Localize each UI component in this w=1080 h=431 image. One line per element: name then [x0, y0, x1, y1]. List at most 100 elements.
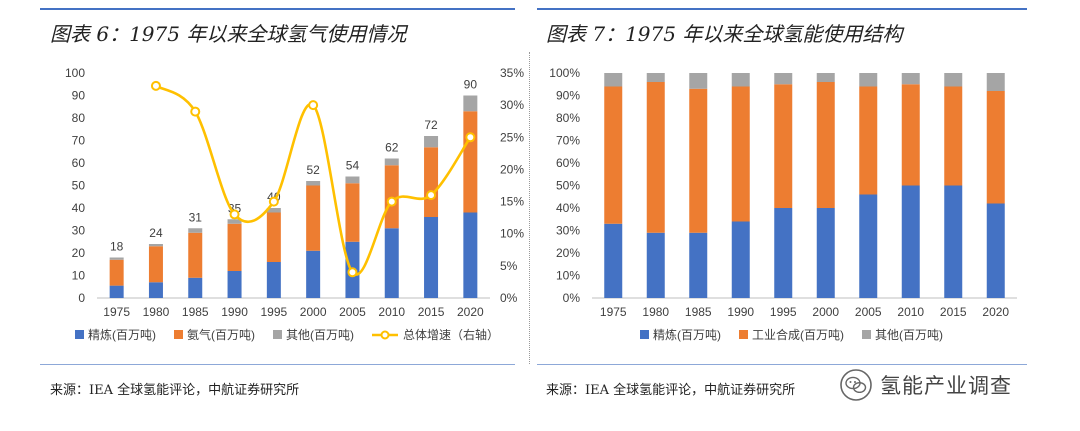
left-bar-segment: [109, 259, 124, 286]
left-y-tick-label: 20: [72, 246, 86, 260]
right-bar-segment: [859, 73, 878, 87]
left-y-tick-label: 70: [72, 134, 86, 148]
right-bar-segment: [604, 86, 623, 224]
left-legend-swatch: [273, 330, 282, 339]
left-bar-segment: [148, 244, 163, 247]
left-y2-tick-label: 0%: [500, 291, 518, 305]
right-legend-swatch: [640, 330, 649, 339]
right-y-tick-label: 80%: [556, 111, 580, 125]
right-y-tick-label: 0%: [563, 291, 581, 305]
left-y-tick-label: 80: [72, 111, 86, 125]
left-bar-segment: [188, 228, 203, 233]
left-source-note: 来源：IEA 全球氢能评论，中航证券研究所: [50, 383, 300, 398]
left-total-label: 72: [424, 118, 438, 132]
left-total-label: 54: [346, 159, 360, 173]
right-bar-segment: [859, 86, 878, 195]
right-source-note: 来源：IEA 全球氢能评论，中航证券研究所: [546, 383, 796, 398]
right-figure-title: 图表 7：1975 年以来全球氢能使用结构: [546, 22, 903, 46]
left-bar-segment: [345, 176, 360, 184]
left-bar-segment: [266, 208, 281, 213]
left-bar-segment: [109, 285, 124, 298]
left-y-tick-label: 10: [72, 269, 86, 283]
right-bar-segment: [689, 232, 708, 298]
wechat-watermark: 氢能产业调查: [840, 366, 1070, 404]
right-bar-segment: [986, 73, 1005, 91]
right-bar-segment: [944, 86, 963, 186]
left-growth-point: [229, 209, 240, 220]
right-x-tick-label: 2010: [897, 305, 924, 319]
right-x-tick-label: 1990: [727, 305, 754, 319]
left-bar-segment: [424, 217, 439, 298]
left-x-tick-label: 2005: [339, 305, 366, 319]
left-legend-swatch: [75, 330, 84, 339]
left-y2-tick-label: 15%: [500, 195, 524, 209]
left-growth-point: [386, 196, 397, 207]
left-x-tick-label: 2010: [378, 305, 405, 319]
right-bar-segment: [944, 73, 963, 87]
right-y-tick-label: 50%: [556, 179, 580, 193]
left-bar-segment: [188, 232, 203, 278]
right-y-tick-label: 20%: [556, 246, 580, 260]
left-growth-point: [347, 267, 358, 278]
right-bar-segment: [731, 221, 750, 298]
right-bar-segment: [859, 194, 878, 298]
left-y2-tick-label: 35%: [500, 66, 524, 80]
right-bar-segment: [901, 73, 920, 85]
left-figure-title: 图表 6：1975 年以来全球氢气使用情况: [50, 22, 407, 46]
left-bar-segment: [109, 257, 124, 260]
right-y-tick-label: 70%: [556, 134, 580, 148]
left-growth-point: [268, 196, 279, 207]
right-legend-label: 精炼(百万吨): [653, 327, 721, 342]
right-bar-segment: [774, 208, 793, 298]
right-y-tick-label: 90%: [556, 89, 580, 103]
right-y-tick-label: 30%: [556, 224, 580, 238]
left-top-rule: [40, 8, 515, 10]
right-bar-segment: [646, 73, 665, 82]
left-bottom-rule: [40, 364, 515, 365]
left-y2-tick-label: 30%: [500, 98, 524, 112]
right-legend-label: 工业合成(百万吨): [752, 327, 844, 342]
right-bar-segment: [944, 185, 963, 298]
figure-divider: [529, 52, 531, 364]
right-y-tick-label: 100%: [549, 66, 580, 80]
right-x-tick-label: 2005: [855, 305, 882, 319]
left-total-label: 90: [464, 78, 478, 92]
left-x-tick-label: 1975: [103, 305, 130, 319]
left-y2-tick-label: 10%: [500, 227, 524, 241]
left-bar-segment: [424, 136, 439, 148]
left-x-tick-label: 1995: [260, 305, 287, 319]
left-bar-segment: [227, 219, 242, 224]
right-bar-segment: [604, 223, 623, 298]
right-bar-segment: [646, 232, 665, 298]
left-y2-tick-label: 25%: [500, 130, 524, 144]
right-bar-segment: [646, 82, 665, 233]
left-legend-swatch: [174, 330, 183, 339]
right-bar-segment: [774, 84, 793, 208]
left-legend-line-marker: [380, 330, 390, 340]
left-bar-segment: [188, 277, 203, 298]
left-legend-label: 其他(百万吨): [286, 328, 354, 342]
left-bar-segment: [424, 147, 439, 217]
left-total-label: 62: [385, 141, 399, 155]
left-legend-label: 总体增速（右轴）: [403, 327, 499, 342]
left-growth-point: [465, 132, 476, 143]
right-x-tick-label: 1980: [642, 305, 669, 319]
right-x-tick-label: 2020: [982, 305, 1009, 319]
left-y-tick-label: 40: [72, 201, 86, 215]
right-bar-segment: [689, 73, 708, 89]
right-y-tick-label: 10%: [556, 269, 580, 283]
left-bar-segment: [306, 185, 321, 251]
wechat-logo-icon: [840, 369, 872, 401]
right-legend-label: 其他(百万吨): [875, 328, 943, 342]
left-legend-label: 精炼(百万吨): [88, 327, 156, 342]
right-bar-segment: [689, 88, 708, 233]
left-total-label: 18: [110, 240, 124, 254]
right-bar-segment: [816, 208, 835, 298]
left-bar-segment: [345, 183, 360, 242]
left-x-tick-label: 2020: [457, 305, 484, 319]
right-y-tick-label: 60%: [556, 156, 580, 170]
right-bar-segment: [604, 73, 623, 87]
left-x-tick-label: 1985: [182, 305, 209, 319]
left-y-tick-label: 50: [72, 179, 86, 193]
left-x-tick-label: 2015: [418, 305, 445, 319]
